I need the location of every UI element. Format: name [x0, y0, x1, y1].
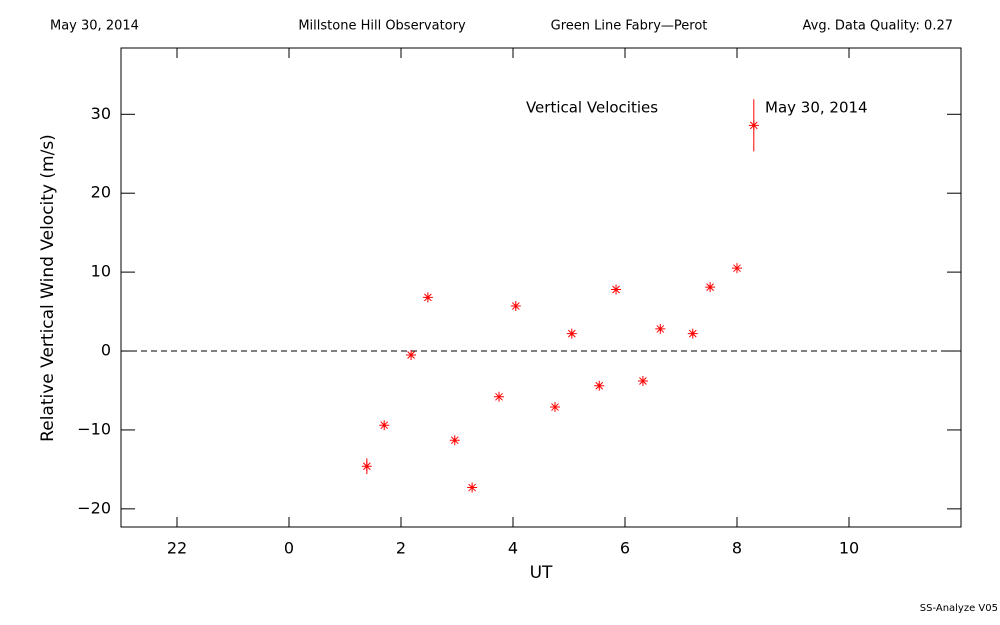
point	[361, 461, 372, 472]
y-tick-label: −20	[77, 498, 111, 517]
point	[655, 323, 666, 334]
point	[550, 402, 560, 413]
x-tick-label: 6	[620, 539, 630, 558]
header-quality: Avg. Data Quality: 0.27	[803, 19, 953, 34]
point	[748, 120, 759, 131]
x-tick-label: 22	[167, 539, 187, 558]
y-tick-label: 0	[101, 341, 111, 360]
point	[705, 282, 716, 293]
y-tick-label: 20	[91, 183, 111, 202]
point	[494, 391, 504, 402]
y-tick-label: 10	[91, 262, 111, 281]
y-tick-label: 30	[91, 104, 111, 123]
header-observatory: Millstone Hill Observatory	[298, 19, 466, 34]
x-tick-label: 0	[284, 539, 294, 558]
point	[406, 349, 417, 360]
plot-frame	[120, 47, 962, 528]
legend-label: May 30, 2014	[765, 99, 868, 117]
header-date: May 30, 2014	[50, 19, 139, 34]
x-tick-label: 10	[839, 539, 859, 558]
x-tick-label: 4	[508, 539, 518, 558]
point	[467, 482, 478, 493]
point	[422, 292, 433, 303]
y-tick-label: −10	[77, 419, 111, 438]
point	[566, 328, 577, 339]
x-tick-label: 2	[396, 539, 406, 558]
point	[379, 420, 390, 431]
y-axis-label: Relative Vertical Wind Velocity (m/s)	[38, 134, 58, 442]
x-tick-label: 8	[732, 539, 742, 558]
x-axis-label: UT	[530, 563, 553, 583]
footer: SS-Analyze V05	[920, 603, 998, 614]
point	[594, 380, 605, 391]
point	[449, 435, 460, 446]
point	[637, 376, 648, 387]
chart-title: Vertical Velocities	[526, 99, 658, 117]
point	[510, 301, 521, 312]
point	[687, 328, 698, 339]
header-instrument: Green Line Fabry—Perot	[551, 19, 708, 34]
point	[732, 263, 742, 274]
point	[611, 284, 622, 295]
